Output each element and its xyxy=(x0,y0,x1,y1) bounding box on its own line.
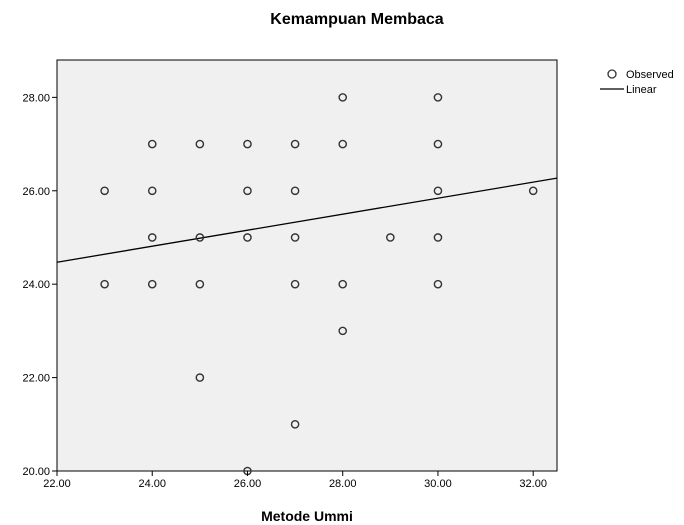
observed-point xyxy=(338,279,348,289)
observed-point xyxy=(386,233,395,242)
y-tick-label: 26.00 xyxy=(22,186,50,198)
observed-point xyxy=(433,93,443,102)
observed-point xyxy=(100,279,109,289)
observed-point xyxy=(433,186,443,196)
observed-point xyxy=(147,233,157,242)
observed-point xyxy=(433,233,443,242)
observed-point xyxy=(195,233,205,242)
x-tick-label: 32.00 xyxy=(519,478,547,490)
x-tick-label: 26.00 xyxy=(234,478,262,490)
axis-ticks: 22.00 24.00 26.00 28.00 30.00 32.0020.0022.00… xyxy=(22,92,546,490)
legend-observed-marker xyxy=(607,69,617,79)
observed-point xyxy=(147,186,157,196)
y-tick-label: 20.00 xyxy=(22,466,50,478)
x-axis-label: Metode Ummi xyxy=(261,508,353,524)
observed-point xyxy=(433,279,443,289)
observed-point xyxy=(195,279,205,289)
legend-observed-label: Observed xyxy=(626,69,674,81)
observed-point xyxy=(100,186,109,196)
x-tick-label: 30.00 xyxy=(424,478,452,490)
linear-fit-line xyxy=(56,177,558,263)
regression-line-layer xyxy=(56,177,558,263)
observed-point xyxy=(528,186,538,196)
observed-point xyxy=(290,233,300,242)
y-tick-label: 28.00 xyxy=(22,92,50,104)
chart-title: Kemampuan Membaca xyxy=(270,11,443,28)
observed-point xyxy=(243,186,252,196)
observed-point xyxy=(290,186,300,196)
observed-point xyxy=(195,139,205,149)
observed-point xyxy=(290,139,300,149)
observed-point xyxy=(195,373,205,382)
observed-point xyxy=(338,93,348,102)
x-tick-label: 28.00 xyxy=(329,478,357,490)
legend: Observed Linear xyxy=(600,69,674,96)
x-tick-label: 22.00 xyxy=(43,478,71,490)
y-tick-label: 22.00 xyxy=(22,373,50,385)
observed-point xyxy=(433,139,443,149)
observed-point xyxy=(243,139,252,149)
observed-point xyxy=(290,279,300,289)
observed-point xyxy=(338,326,348,336)
observed-point xyxy=(290,419,300,429)
x-tick-label: 24.00 xyxy=(138,478,166,490)
observed-point xyxy=(338,139,348,149)
legend-linear-label: Linear xyxy=(626,84,657,96)
y-tick-label: 24.00 xyxy=(22,279,50,291)
observed-point xyxy=(147,139,157,149)
observed-points-layer xyxy=(100,93,538,476)
observed-point xyxy=(147,279,157,289)
observed-point xyxy=(243,233,252,242)
plot-area xyxy=(56,59,558,472)
